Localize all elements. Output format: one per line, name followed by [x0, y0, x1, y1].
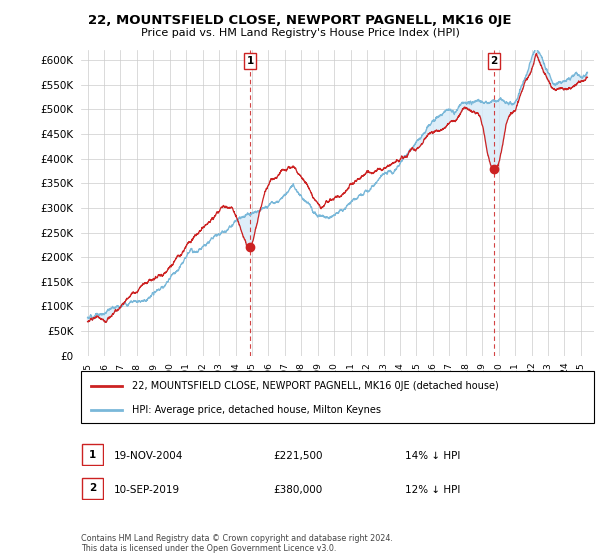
- Text: 12% ↓ HPI: 12% ↓ HPI: [405, 485, 460, 495]
- Text: 2: 2: [89, 483, 96, 493]
- Text: HPI: Average price, detached house, Milton Keynes: HPI: Average price, detached house, Milt…: [133, 405, 382, 415]
- Text: Price paid vs. HM Land Registry's House Price Index (HPI): Price paid vs. HM Land Registry's House …: [140, 28, 460, 38]
- Text: 10-SEP-2019: 10-SEP-2019: [114, 485, 180, 495]
- FancyBboxPatch shape: [82, 444, 103, 465]
- Text: 19-NOV-2004: 19-NOV-2004: [114, 451, 184, 461]
- Text: 22, MOUNTSFIELD CLOSE, NEWPORT PAGNELL, MK16 0JE (detached house): 22, MOUNTSFIELD CLOSE, NEWPORT PAGNELL, …: [133, 381, 499, 391]
- Text: 1: 1: [89, 450, 96, 460]
- Text: 14% ↓ HPI: 14% ↓ HPI: [405, 451, 460, 461]
- Text: 22, MOUNTSFIELD CLOSE, NEWPORT PAGNELL, MK16 0JE: 22, MOUNTSFIELD CLOSE, NEWPORT PAGNELL, …: [88, 14, 512, 27]
- Text: 2: 2: [490, 56, 497, 66]
- FancyBboxPatch shape: [81, 371, 594, 423]
- Text: 1: 1: [247, 56, 254, 66]
- Text: Contains HM Land Registry data © Crown copyright and database right 2024.
This d: Contains HM Land Registry data © Crown c…: [81, 534, 393, 553]
- Text: £380,000: £380,000: [273, 485, 322, 495]
- FancyBboxPatch shape: [82, 478, 103, 499]
- Text: £221,500: £221,500: [273, 451, 323, 461]
